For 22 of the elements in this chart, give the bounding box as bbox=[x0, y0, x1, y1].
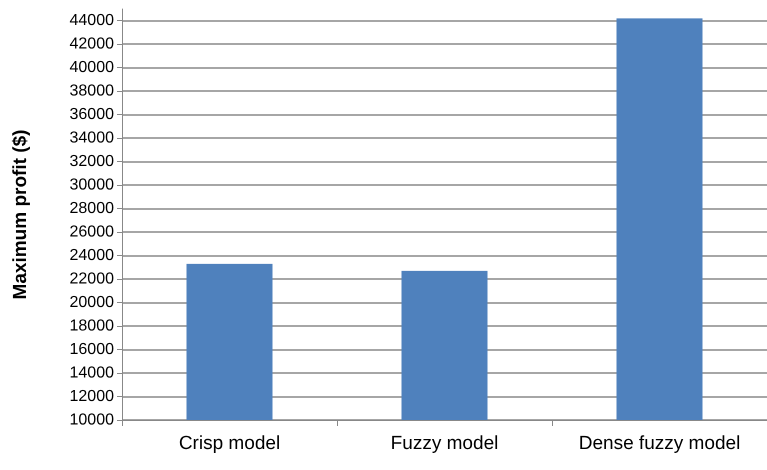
y-tick-label: 24000 bbox=[70, 247, 114, 264]
y-tick-label: 22000 bbox=[70, 270, 114, 288]
y-tick-label: 44000 bbox=[70, 12, 114, 30]
y-tick-label: 40000 bbox=[70, 59, 114, 76]
y-axis-title: Maximum profit ($) bbox=[10, 130, 31, 300]
y-tick-label: 26000 bbox=[70, 224, 114, 241]
y-tick-label: 32000 bbox=[70, 153, 114, 170]
y-tick-label: 16000 bbox=[70, 341, 114, 358]
y-tick-label: 14000 bbox=[70, 364, 114, 382]
x-tick-label: Fuzzy model bbox=[390, 433, 498, 454]
y-tick-label: 34000 bbox=[70, 130, 114, 147]
y-tick-label: 10000 bbox=[70, 412, 114, 428]
y-tick-label: 20000 bbox=[70, 294, 114, 312]
y-tick-label: 28000 bbox=[70, 200, 114, 218]
y-tick-label: 12000 bbox=[70, 388, 114, 406]
x-tick-label: Dense fuzzy model bbox=[578, 433, 740, 454]
y-tick-label: 30000 bbox=[70, 176, 114, 194]
y-tick-label: 42000 bbox=[70, 36, 114, 53]
y-tick-label: 38000 bbox=[70, 82, 114, 100]
x-tick-label: Crisp model bbox=[178, 433, 280, 454]
y-tick-label: 36000 bbox=[70, 106, 114, 124]
y-tick-label: 18000 bbox=[70, 318, 114, 335]
